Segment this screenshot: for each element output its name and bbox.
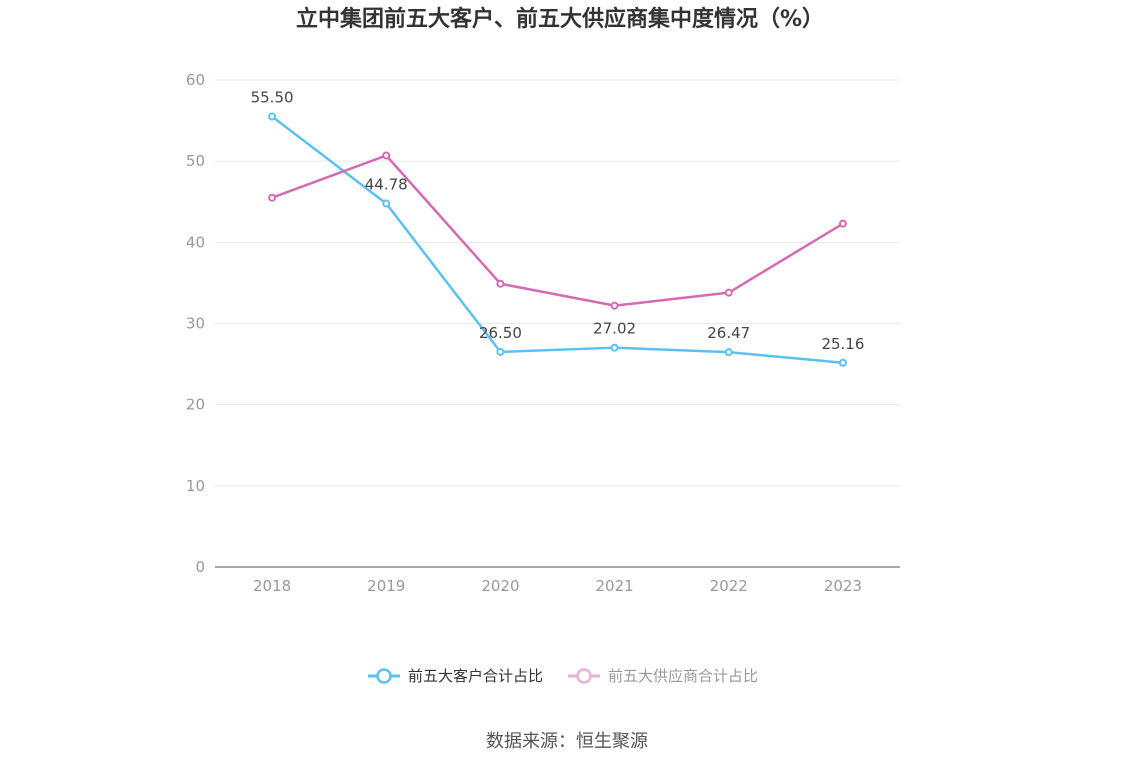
y-tick-label: 40 [186, 233, 205, 251]
data-point-series-0[interactable] [382, 199, 391, 208]
data-point-series-0[interactable] [496, 347, 505, 356]
data-point-series-1[interactable] [382, 151, 391, 160]
data-point-series-0[interactable] [268, 112, 277, 121]
chart-title: 立中集团前五大客户、前五大供应商集中度情况（%） [296, 6, 824, 32]
x-tick-label: 2021 [595, 577, 633, 595]
data-point-series-1[interactable] [268, 193, 277, 202]
y-tick-label: 20 [186, 396, 205, 414]
x-axis-ticks: 2018 2019 2020 2021 2022 2023 [253, 577, 862, 595]
data-point-series-1[interactable] [838, 219, 847, 228]
x-tick-label: 2020 [481, 577, 519, 595]
legend-item-customers[interactable]: 前五大客户合计占比 [368, 667, 543, 685]
data-point-series-0[interactable] [838, 358, 847, 367]
series-layer [268, 112, 847, 367]
data-labels: 55.50 44.78 26.50 27.02 26.47 25.16 [251, 89, 865, 353]
x-tick-label: 2022 [710, 577, 748, 595]
data-point-series-1[interactable] [724, 288, 733, 297]
y-tick-label: 50 [186, 152, 205, 170]
data-label: 25.16 [821, 335, 864, 353]
series-line-0 [271, 115, 844, 365]
y-tick-label: 30 [186, 315, 205, 333]
y-axis-ticks: 0 10 20 30 40 50 60 [186, 71, 205, 576]
data-label: 27.02 [593, 320, 636, 338]
x-tick-label: 2023 [824, 577, 862, 595]
data-point-series-0[interactable] [724, 348, 733, 357]
source-text: 数据来源：恒生聚源 [486, 731, 648, 752]
data-point-series-1[interactable] [496, 279, 505, 288]
series-line-1 [271, 154, 844, 307]
y-tick-label: 60 [186, 71, 205, 89]
legend-marker-customers [376, 668, 392, 684]
data-point-series-1[interactable] [610, 301, 619, 310]
grid-lines [215, 79, 900, 487]
legend-marker-suppliers [576, 668, 592, 684]
data-label: 26.47 [707, 324, 750, 342]
y-tick-label: 10 [186, 477, 205, 495]
x-tick-label: 2018 [253, 577, 291, 595]
data-point-series-0[interactable] [610, 343, 619, 352]
data-label: 26.50 [479, 324, 522, 342]
legend-label-customers: 前五大客户合计占比 [408, 667, 543, 685]
legend-label-suppliers: 前五大供应商合计占比 [608, 667, 758, 685]
y-tick-label: 0 [195, 558, 205, 576]
data-label: 55.50 [251, 89, 294, 107]
x-tick-label: 2019 [367, 577, 405, 595]
data-label: 44.78 [365, 176, 408, 194]
legend-item-suppliers[interactable]: 前五大供应商合计占比 [568, 667, 758, 685]
